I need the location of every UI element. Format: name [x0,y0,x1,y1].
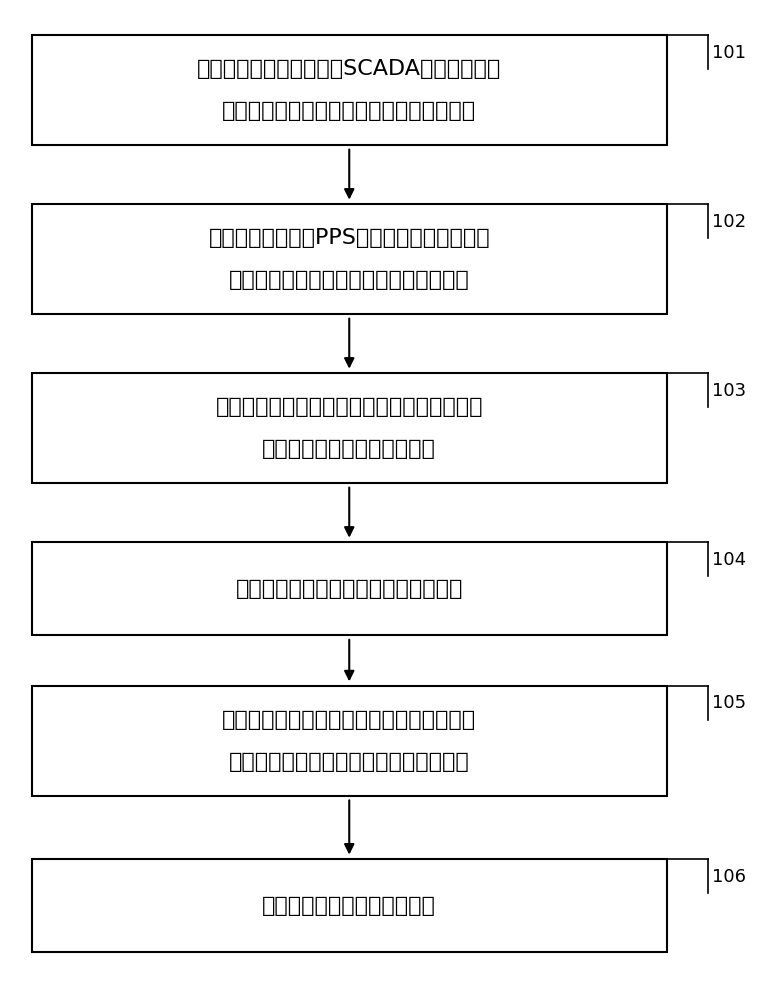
Text: 通过数据采集与监视控制SCADA系统获取天然: 通过数据采集与监视控制SCADA系统获取天然 [197,59,502,79]
Text: 值，从各个管段中选择输损值异常的管段: 值，从各个管段中选择输损值异常的管段 [229,752,470,772]
Text: 根据业务实际确定各个管段的输损阈值: 根据业务实际确定各个管段的输损阈值 [235,579,463,599]
Text: 根据各个管段的第一数据和各个管段的第二数: 根据各个管段的第一数据和各个管段的第二数 [216,397,483,417]
FancyBboxPatch shape [32,686,667,796]
FancyBboxPatch shape [32,35,667,145]
FancyBboxPatch shape [32,542,667,635]
Text: 106: 106 [712,868,746,886]
FancyBboxPatch shape [32,859,667,952]
Text: 系统中各个管段计量交接填报的第二数据: 系统中各个管段计量交接填报的第二数据 [229,270,470,290]
Text: 102: 102 [712,213,746,231]
Text: 103: 103 [712,382,746,400]
Text: 据，计算出各个管段的输损值: 据，计算出各个管段的输损值 [263,439,436,459]
Text: 105: 105 [712,694,746,712]
Text: 气储运系统中各个管段实时计量的第一数据: 气储运系统中各个管段实时计量的第一数据 [222,101,477,121]
FancyBboxPatch shape [32,373,667,483]
Text: 通过管道生产管理PPS系统获取。天然气储运: 通过管道生产管理PPS系统获取。天然气储运 [209,228,490,248]
FancyBboxPatch shape [32,204,667,314]
Text: 101: 101 [712,44,746,62]
Text: 对输损值异常的管段进行报警: 对输损值异常的管段进行报警 [263,896,436,916]
Text: 104: 104 [712,551,746,569]
Text: 根据各个管段的输损值和各个管段的输损阈: 根据各个管段的输损值和各个管段的输损阈 [222,710,477,730]
